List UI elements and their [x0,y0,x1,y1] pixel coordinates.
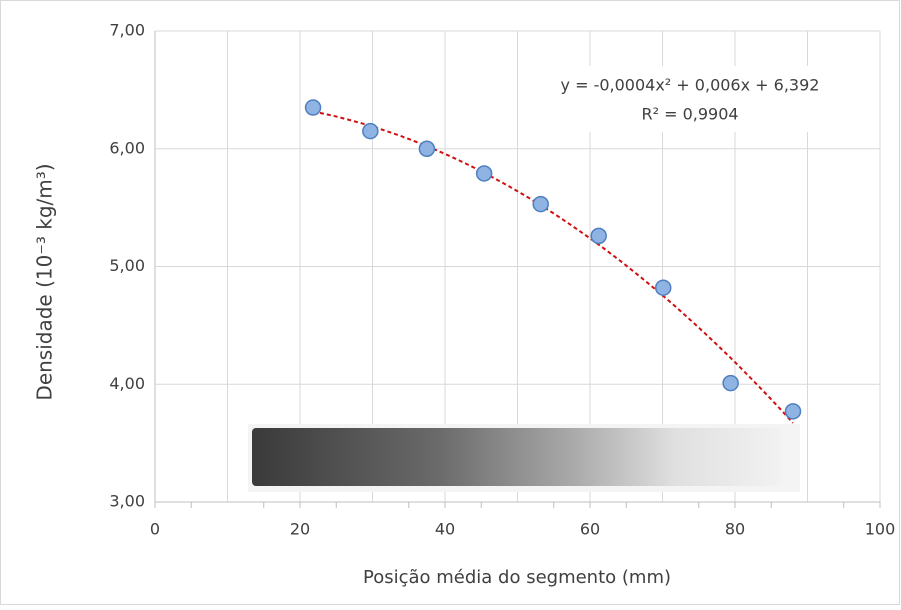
y-axis-label: Densidade (10⁻³ kg/m³) [33,163,57,400]
trendline-equation: y = -0,0004x² + 0,006x + 6,392 [561,76,820,95]
data-point [723,376,738,391]
data-point [786,404,801,419]
x-tick-label: 100 [865,520,896,539]
x-tick-label: 60 [580,520,600,539]
data-point [477,166,492,181]
x-axis-label: Posição média do segmento (mm) [363,567,671,588]
chart: y = -0,0004x² + 0,006x + 6,392 R² = 0,99… [0,0,901,606]
data-point [306,100,321,115]
data-point [419,141,434,156]
x-tick-label: 40 [435,520,455,539]
y-tick-label: 5,00 [109,256,145,275]
x-tick-label: 80 [725,520,745,539]
trendline-r2: R² = 0,9904 [641,105,738,124]
sample-photo [252,428,782,486]
data-point [533,197,548,212]
x-tick-label: 0 [150,520,160,539]
y-tick-label: 4,00 [109,374,145,393]
x-tick-label: 20 [290,520,310,539]
y-tick-label: 7,00 [109,21,145,40]
y-tick-label: 3,00 [109,492,145,511]
y-tick-label: 6,00 [109,138,145,157]
data-point [591,228,606,243]
data-point [363,124,378,139]
data-point [656,280,671,295]
